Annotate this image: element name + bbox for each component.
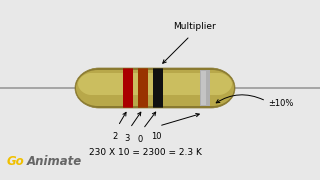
- Bar: [200, 70, 210, 106]
- Text: 2: 2: [112, 132, 118, 141]
- Text: 10: 10: [151, 132, 161, 141]
- Text: Animate: Animate: [27, 155, 82, 168]
- Bar: [201, 71, 206, 105]
- PathPatch shape: [75, 68, 235, 108]
- PathPatch shape: [78, 73, 232, 95]
- PathPatch shape: [76, 70, 234, 106]
- Text: 230 X 10 = 2300 = 2.3 K: 230 X 10 = 2300 = 2.3 K: [89, 148, 201, 157]
- Bar: [123, 68, 133, 108]
- Bar: [138, 68, 148, 108]
- Text: Go: Go: [7, 155, 25, 168]
- Text: 0: 0: [137, 135, 143, 144]
- Text: 3: 3: [124, 134, 130, 143]
- Text: Multiplier: Multiplier: [174, 22, 216, 31]
- Bar: [153, 68, 163, 108]
- Text: ±10%: ±10%: [268, 98, 293, 107]
